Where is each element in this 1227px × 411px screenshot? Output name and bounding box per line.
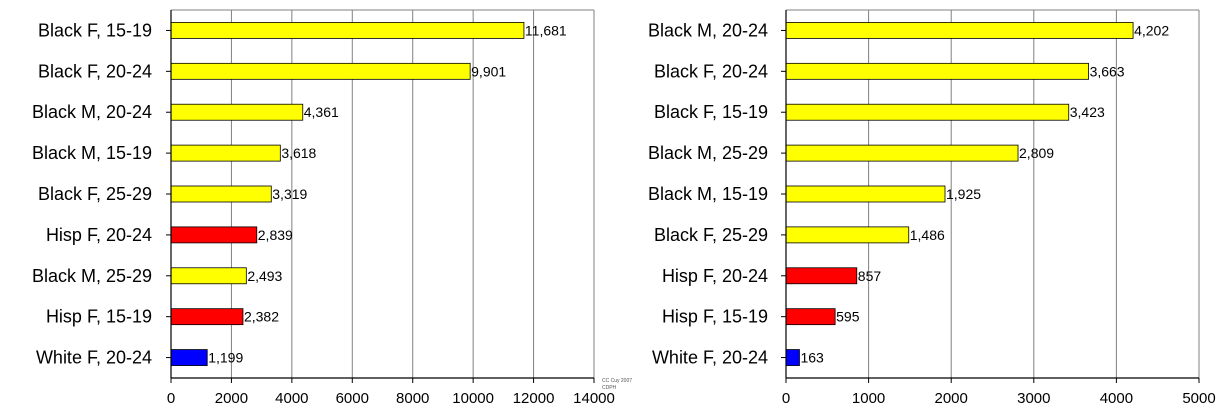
bar [785,267,858,285]
x-tick-label: 3000 [1017,390,1050,407]
credit-line-2: CDPH [602,385,617,391]
category-label: Black F, 25-29 [654,225,768,245]
bar [170,103,304,121]
x-tick-label: 14000 [573,390,615,407]
category-label: Black M, 25-29 [648,143,768,163]
data-label: 1,925 [946,186,981,202]
category-label: Black M, 20-24 [648,20,768,40]
category-label: White F, 20-24 [36,348,152,368]
category-label: Hisp F, 20-24 [662,266,768,286]
data-label: 2,809 [1019,145,1054,161]
left-bar-chart: 0 2000 4000 6000 8000 10000 12000 14000 Black F,… [32,9,615,407]
data-label: 163 [800,350,824,366]
bar [170,267,247,285]
category-label: White F, 20-24 [652,348,768,368]
data-label: 857 [858,268,882,284]
bar [170,308,244,326]
category-label: Black M, 25-29 [32,266,152,286]
x-tick-label: 8000 [396,390,429,407]
x-tick-label: 6000 [336,390,369,407]
x-tick-label: 5000 [1182,390,1215,407]
bar [785,22,1134,39]
bar [170,185,272,203]
data-label: 1,199 [208,350,243,366]
category-label: Black F, 15-19 [38,20,152,40]
x-tick-label: 1000 [852,390,885,407]
x-tick-label: 4000 [1100,390,1133,407]
bar [170,349,208,366]
bar [785,185,946,203]
category-label: Black F, 15-19 [654,102,768,122]
x-tick-label: 2000 [215,390,248,407]
data-label: 4,361 [304,104,339,120]
bar [170,144,281,162]
bar [785,226,910,244]
category-label: Black M, 20-24 [32,102,152,122]
category-label: Hisp F, 20-24 [46,225,152,245]
data-label: 3,423 [1070,104,1105,120]
bar [785,144,1019,162]
x-tick-label: 12000 [513,390,555,407]
bar [785,349,800,366]
bar [785,62,1089,80]
data-label: 4,202 [1134,22,1169,38]
data-label: 11,681 [525,22,567,38]
x-tick-label: 0 [167,390,175,407]
data-label: 9,901 [471,63,506,79]
right-bar-chart: 0 1000 2000 3000 4000 5000 Black M, 20-24 4,202… [648,9,1216,407]
data-label: 2,493 [247,268,282,284]
bar [170,22,525,39]
data-label: 3,618 [281,145,316,161]
category-label: Black M, 15-19 [32,143,152,163]
x-tick-label: 4000 [275,390,308,407]
bar [170,226,258,244]
x-tick-label: 2000 [935,390,968,407]
category-label: Hisp F, 15-19 [46,307,152,327]
x-tick-label: 0 [782,390,790,407]
data-label: 2,839 [258,227,293,243]
data-label: 1,486 [910,227,945,243]
category-label: Black F, 25-29 [38,184,152,204]
x-tick-label: 10000 [452,390,494,407]
category-label: Hisp F, 15-19 [662,307,768,327]
credit-line-1: CC Cuy 2007 [602,378,632,384]
bar [170,62,471,80]
bar [785,308,836,326]
data-label: 595 [836,309,860,325]
bar [785,103,1070,121]
category-label: Black M, 15-19 [648,184,768,204]
data-label: 2,382 [244,309,279,325]
data-label: 3,663 [1090,63,1125,79]
category-label: Black F, 20-24 [38,61,152,81]
category-label: Black F, 20-24 [654,61,768,81]
data-label: 3,319 [272,186,307,202]
